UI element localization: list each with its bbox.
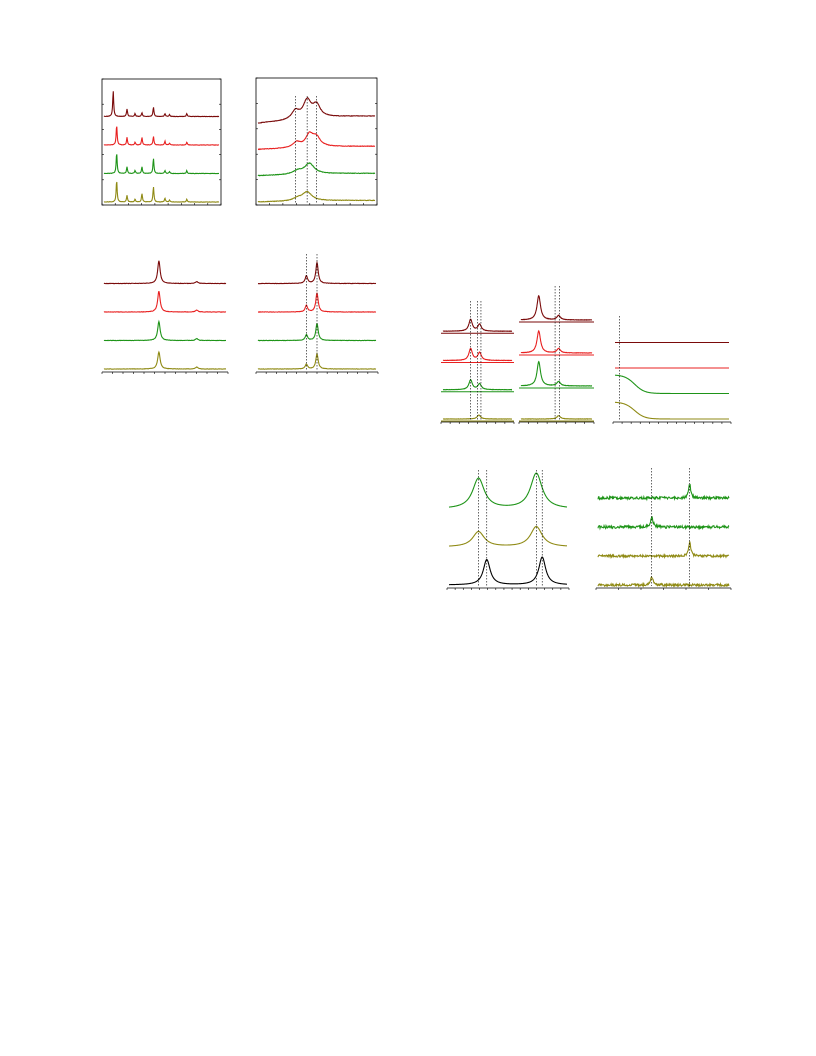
series-line <box>103 350 227 370</box>
panel-multiplet-right <box>518 286 595 424</box>
series-line <box>103 154 220 175</box>
series-line <box>520 294 593 321</box>
panel-doublet <box>255 254 379 374</box>
plot-frame <box>255 77 378 206</box>
panel-decay-curves <box>612 316 732 424</box>
series-line <box>614 401 729 420</box>
series-line <box>448 472 568 508</box>
series-line <box>614 374 729 395</box>
panel-multiplet-left <box>440 301 515 424</box>
series-line <box>257 96 376 124</box>
series-line <box>103 260 227 285</box>
series-line <box>597 541 730 560</box>
series-line <box>103 181 220 203</box>
series-line <box>257 292 377 313</box>
series-line <box>257 260 377 285</box>
plot-frame <box>101 78 222 206</box>
series-line <box>442 318 513 332</box>
panel-broad-spectra <box>255 77 378 206</box>
series-line <box>597 516 730 531</box>
series-line <box>257 131 376 151</box>
panel-noisy-spectra <box>595 468 732 590</box>
series-line <box>520 329 593 354</box>
series-line <box>520 360 593 387</box>
panel-single-peak <box>101 260 229 374</box>
series-line <box>103 126 220 146</box>
series-line <box>103 291 227 313</box>
series-line <box>520 415 593 420</box>
series-line <box>597 576 730 589</box>
panel-broad-doublet <box>446 470 570 590</box>
series-line <box>103 91 220 118</box>
series-line <box>448 525 568 547</box>
series-line <box>448 556 568 586</box>
series-line <box>103 319 227 342</box>
series-line <box>597 483 730 502</box>
panel-xrd-patterns <box>101 78 222 206</box>
